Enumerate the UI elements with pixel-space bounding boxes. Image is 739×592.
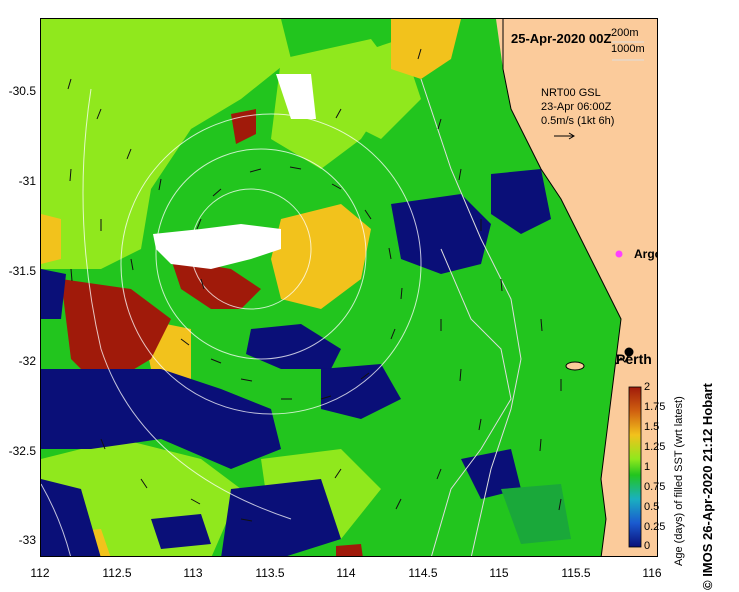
sst-region-brown-center [171,259,261,309]
map-date-title: 25-Apr-2020 00Z [511,31,612,46]
current-info-line2: 23-Apr 06:00Z [541,101,612,113]
contour-200m [420,78,522,556]
sst-region-navy-edge [41,269,66,319]
sst-region-navy-south [221,479,341,556]
sst-nodata-north [276,74,316,119]
sst-region-navy-south2 [151,514,211,549]
sst-region-navy-center [246,324,341,369]
x-tick: 112 [30,566,50,580]
coastline [502,19,622,556]
eddy-contour-2 [155,148,367,360]
colorbar-tick: 1.75 [644,401,666,413]
colorbar-tick: 2 [644,381,651,393]
colorbar-tick: 0 [644,540,651,552]
streamline-outer [82,88,292,520]
y-tick: -33 [18,533,36,547]
credit-text: © IMOS 26-Apr-2020 21:12 Hobart [700,383,715,590]
y-tick: -31 [18,174,36,188]
y-tick: -31.5 [8,264,36,278]
colorbar-tick: 1 [644,461,651,473]
sst-region-yellow-center [271,204,371,309]
rottnest-island [565,361,585,371]
perth-marker-icon[interactable] [624,347,634,357]
sst-region-darkgreen [501,484,571,544]
current-info-line3: 0.5m/s (1kt 6h) [541,115,615,127]
sst-region-navy-sw-corner [41,479,101,556]
sst-region-yellow-north [391,19,461,79]
sst-region-navy-east [391,194,491,274]
y-tick: -30.5 [8,84,36,98]
streamline-sw [41,483,71,556]
perth-label: Perth [616,351,652,367]
current-vectors [67,48,562,522]
y-tick: -32 [18,354,36,368]
x-tick: 114.5 [408,566,438,580]
colorbar-title: Age (days) of filled SST (wrt latest) [673,396,685,566]
eddy-contour-3 [120,113,422,415]
land-western-australia [496,19,657,556]
sst-nodata-center [153,224,281,269]
x-tick: 115.5 [561,566,591,580]
sst-region-navy-ne [491,169,551,234]
argo-label: Argo [634,247,657,261]
perth-leader-icon [615,353,630,365]
colorbar-tick: 0.75 [644,481,666,493]
map-plot-area[interactable]: 25-Apr-2020 00Z 200m 1000m NRT00 GSL 23-… [40,18,658,557]
sst-map-svg [41,19,657,556]
sst-region-yellow-edge [41,214,61,264]
y-tick: -32.5 [8,444,36,458]
colorbar-tick: 1.25 [644,441,666,453]
x-tick: 112.5 [102,566,132,580]
x-tick: 116 [642,566,662,580]
sst-region-lime-west [41,19,291,269]
depth-legend-1000: 1000m [611,43,645,55]
sst-region-brown-south [336,544,363,556]
x-tick: 114 [336,566,356,580]
depth-legend-200: 200m [611,27,639,39]
sst-region-navy-southwest [41,369,281,469]
x-tick: 113.5 [255,566,285,580]
colorbar-tick: 0.5 [644,501,660,513]
x-tick: 115 [489,566,509,580]
argo-marker-icon[interactable] [615,250,623,258]
sst-region-brown-west [61,279,171,389]
current-info-line1: NRT00 GSL [541,87,601,99]
eddy-contour-1 [190,188,312,310]
x-tick: 113 [183,566,203,580]
colorbar [628,386,642,548]
sst-region-navy-mid [321,364,401,419]
sst-region-navy-se [461,449,521,499]
contour-1000m [431,248,512,556]
colorbar-tick: 1.5 [644,421,660,433]
velocity-scale-arrow [554,132,575,140]
colorbar-tick: 0.25 [644,521,666,533]
